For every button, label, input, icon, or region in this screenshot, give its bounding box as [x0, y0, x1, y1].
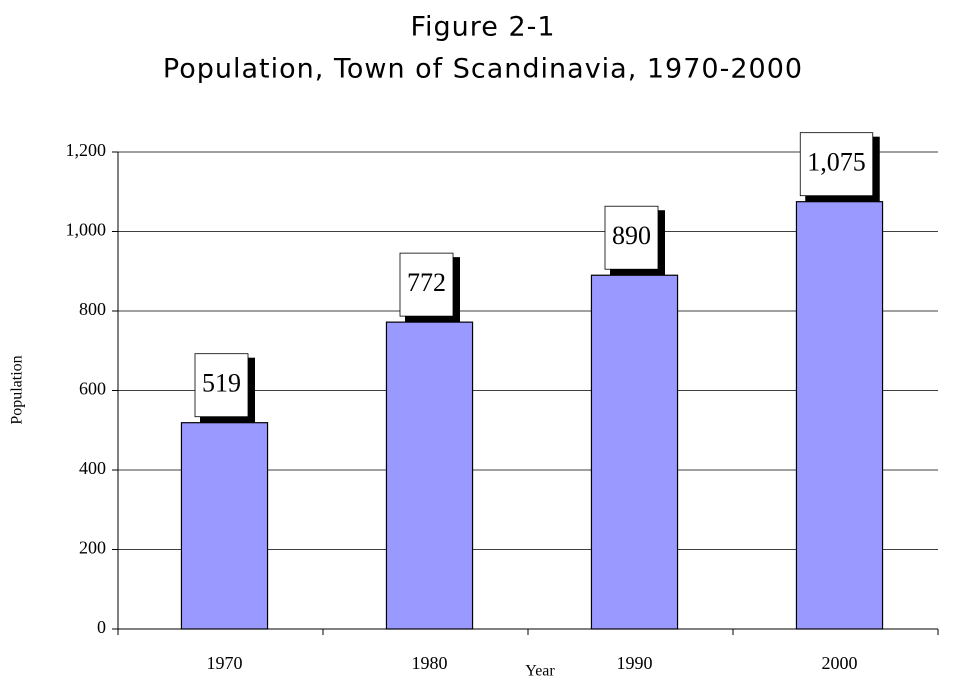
- y-axis-title: Population: [9, 355, 26, 424]
- bar: [795, 201, 884, 630]
- bar: [590, 274, 679, 630]
- bar: [385, 321, 474, 630]
- y-tick-label: 600: [79, 379, 106, 399]
- chart-subtitle: Population, Town of Scandinavia, 1970-20…: [163, 54, 803, 85]
- data-label: 890: [612, 221, 651, 250]
- x-tick-label: 1970: [207, 653, 243, 673]
- y-tick-label: 1,200: [66, 140, 107, 160]
- y-tick-label: 0: [97, 617, 106, 637]
- x-tick-label: 1980: [412, 653, 448, 673]
- label-box: [399, 252, 454, 317]
- chart-title: Figure 2-1: [410, 12, 555, 43]
- y-tick-label: 800: [79, 299, 106, 319]
- data-label: 519: [202, 369, 241, 398]
- bar: [180, 422, 269, 630]
- x-tick-label: 1990: [617, 653, 653, 673]
- x-tick-label: 2000: [822, 653, 858, 673]
- y-tick-label: 200: [79, 538, 106, 558]
- label-box: [194, 353, 249, 418]
- data-label: 772: [407, 268, 446, 297]
- y-tick-label: 400: [79, 458, 106, 478]
- data-label: 1,075: [807, 148, 866, 177]
- x-axis-title: Year: [525, 663, 555, 680]
- label-box: [799, 132, 874, 197]
- label-box: [604, 205, 659, 270]
- y-tick-label: 1,000: [66, 220, 107, 240]
